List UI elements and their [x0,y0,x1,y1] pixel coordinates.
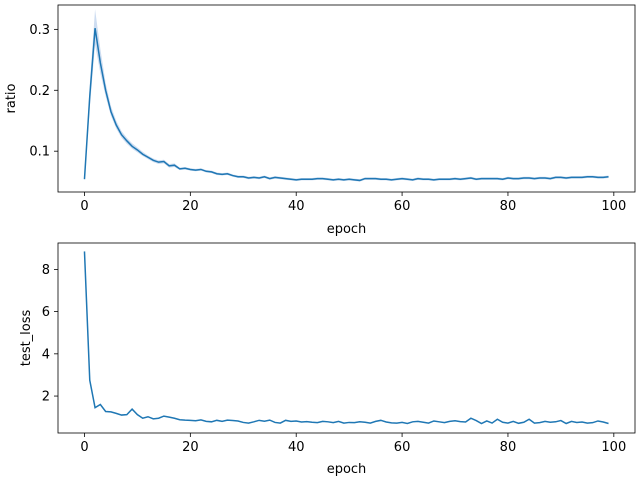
bottom-x-axis-label: epoch [327,462,367,477]
top-y-axis-label: ratio [4,83,19,113]
x-tick-label: 40 [288,440,305,455]
top-axes-frame [57,4,636,193]
bottom-y-axis-label: test_loss [19,309,34,366]
x-tick-label: 20 [182,440,199,455]
bottom-subplot: 0 20 40 60 80 100 2 4 6 8 epoch test_loss [19,242,636,477]
y-tick-label: 0.3 [29,23,50,38]
top-ci-band [84,9,609,182]
y-tick-label: 0.1 [29,145,50,160]
x-tick-label: 80 [500,199,517,214]
x-tick-label: 60 [394,199,411,214]
x-tick-label: 100 [601,440,626,455]
bottom-axes-frame [57,242,636,434]
top-subplot: 0 20 40 60 80 100 0.1 0.2 0.3 epoch ratio [4,4,636,237]
y-tick-label: 6 [42,305,50,320]
top-xticks: 0 20 40 60 80 100 [80,192,626,214]
top-series-line [83,28,609,182]
bottom-series-line [83,251,609,425]
y-tick-label: 8 [42,263,50,278]
x-tick-label: 60 [394,440,411,455]
x-tick-label: 80 [500,440,517,455]
y-tick-label: 0.2 [29,84,50,99]
x-tick-label: 0 [80,440,88,455]
x-tick-label: 0 [80,199,88,214]
y-tick-label: 4 [42,347,50,362]
x-tick-label: 40 [288,199,305,214]
x-tick-label: 20 [182,199,199,214]
y-tick-label: 2 [42,390,50,405]
bottom-yticks: 2 4 6 8 [42,263,58,405]
bottom-xticks: 0 20 40 60 80 100 [80,433,626,455]
x-tick-label: 100 [601,199,626,214]
top-yticks: 0.1 0.2 0.3 [29,23,58,160]
top-x-axis-label: epoch [327,222,367,237]
